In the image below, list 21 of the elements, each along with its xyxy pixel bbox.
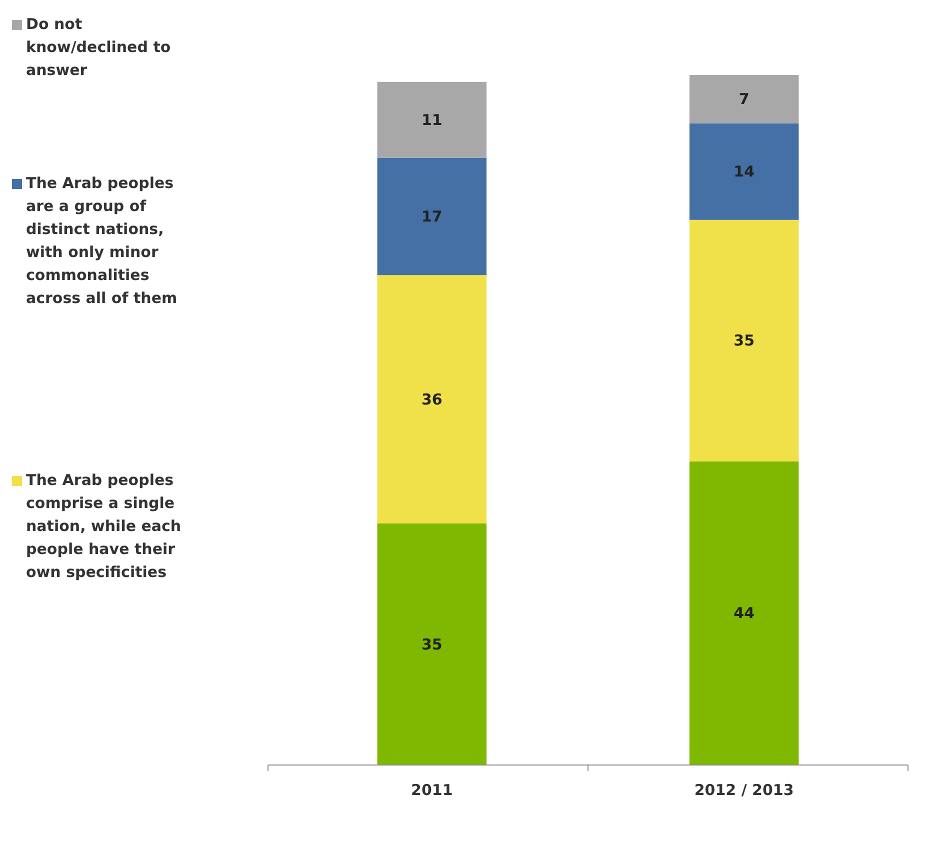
bar — [689, 220, 799, 462]
legend-label: Do not know/declined to answer — [26, 15, 172, 81]
bar — [377, 158, 487, 276]
data-label: 35 — [734, 332, 755, 350]
bar — [377, 524, 487, 765]
legend-label: The Arab peoples are a group of distinct nations, with only minor commonalities across all of them — [26, 174, 178, 309]
bar — [689, 461, 799, 765]
bar — [377, 82, 487, 158]
data-label: 7 — [738, 90, 750, 108]
legend-label: The Arab peoples comprise a single nation, while each people have their own specificities — [26, 471, 182, 583]
bar — [689, 123, 799, 220]
data-label: 35 — [421, 635, 442, 654]
x-tick-label: 2012 / 2013 — [694, 781, 794, 799]
data-label: 44 — [734, 604, 755, 622]
bar — [689, 75, 799, 124]
data-label: 17 — [421, 207, 442, 226]
bar — [377, 275, 487, 524]
data-label: 11 — [421, 110, 442, 129]
data-label: 36 — [421, 390, 442, 408]
x-tick-label: 2011 — [411, 781, 453, 799]
data-label: 14 — [734, 162, 755, 181]
